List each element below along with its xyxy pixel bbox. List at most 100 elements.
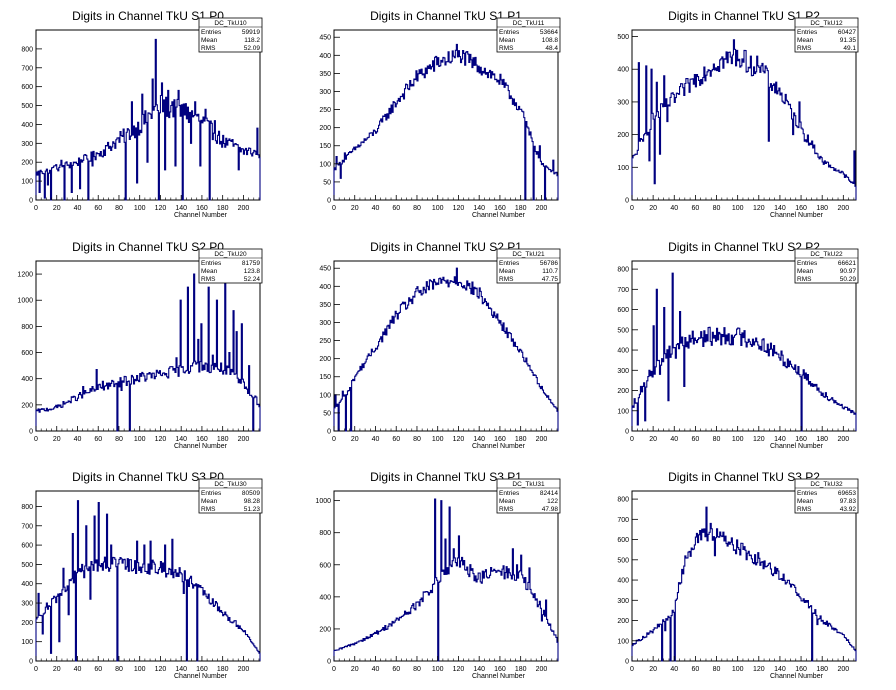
y-tick-label: 0 [625, 198, 629, 205]
stats-key: Entries [797, 29, 818, 36]
x-axis-label: Channel Number [174, 443, 228, 450]
stats-key: RMS [499, 276, 514, 283]
y-tick-label: 400 [319, 284, 331, 291]
y-tick-label: 100 [319, 392, 331, 399]
plot-frame [631, 260, 857, 432]
plot-frame [333, 490, 559, 662]
y-tick-label: 100 [21, 639, 33, 646]
y-tick-label: 1000 [17, 298, 33, 305]
stats-key: Entries [499, 260, 520, 267]
x-tick-label: 40 [74, 436, 82, 443]
y-tick-label: 150 [319, 143, 331, 150]
x-tick-label: 0 [332, 205, 336, 212]
stats-box [496, 17, 561, 53]
x-tick-label: 20 [649, 666, 657, 673]
y-tick-label: 800 [319, 530, 331, 537]
x-tick-label: 120 [753, 205, 765, 212]
x-tick-label: 100 [732, 436, 744, 443]
x-tick-label: 140 [473, 205, 485, 212]
stats-key: RMS [201, 506, 216, 513]
x-tick-label: 120 [155, 205, 167, 212]
x-tick-label: 80 [413, 436, 421, 443]
plot-frame [35, 260, 261, 432]
x-tick-label: 160 [196, 666, 208, 673]
stats-name: DC_TkU22 [810, 251, 843, 258]
chart-title: Digits in Channel TkU S1 P0 [72, 9, 224, 23]
stats-key: RMS [499, 506, 514, 513]
stats-value: 53664 [540, 29, 558, 36]
y-tick-label: 450 [319, 35, 331, 42]
x-tick-label: 200 [536, 436, 548, 443]
x-tick-label: 60 [691, 666, 699, 673]
histogram-series [35, 269, 261, 432]
stats-value: 90.97 [840, 268, 857, 275]
stats-box [794, 248, 859, 284]
x-tick-label: 20 [649, 205, 657, 212]
stats-key: RMS [201, 45, 216, 52]
x-tick-label: 160 [196, 436, 208, 443]
stats-value: 98.28 [244, 498, 261, 505]
chart-title: Digits in Channel TkU S2 P1 [370, 240, 522, 254]
x-tick-label: 180 [217, 436, 229, 443]
y-tick-label: 600 [319, 562, 331, 569]
x-tick-label: 120 [453, 436, 465, 443]
chart-title: Digits in Channel TkU S2 P2 [668, 240, 820, 254]
x-tick-label: 20 [53, 666, 61, 673]
histogram-series [333, 498, 559, 662]
stats-value: 48.4 [545, 45, 558, 52]
histogram-series [631, 506, 857, 662]
chart-title: Digits in Channel TkU S3 P2 [668, 470, 820, 484]
stats-key: RMS [499, 45, 514, 52]
x-tick-label: 120 [155, 666, 167, 673]
y-tick-label: 350 [319, 302, 331, 309]
stats-key: Entries [797, 260, 818, 267]
x-tick-label: 60 [691, 205, 699, 212]
histogram-series [631, 39, 857, 200]
x-tick-label: 0 [34, 666, 38, 673]
x-tick-label: 200 [837, 666, 849, 673]
y-tick-label: 400 [21, 376, 33, 383]
x-tick-label: 200 [536, 666, 548, 673]
y-tick-label: 0 [29, 659, 33, 666]
x-tick-label: 120 [753, 666, 765, 673]
y-tick-label: 300 [617, 368, 629, 375]
y-tick-label: 0 [327, 198, 331, 205]
y-tick-label: 100 [319, 161, 331, 168]
y-tick-label: 400 [617, 578, 629, 585]
stats-key: Entries [201, 29, 222, 36]
y-tick-label: 50 [323, 179, 331, 186]
chart-title: Digits in Channel TkU S3 P0 [72, 470, 224, 484]
y-tick-label: 500 [617, 34, 629, 41]
histogram-panel: Digits in Channel TkU S3 P2 0 20 40 60 80 100 1… [617, 470, 859, 680]
x-tick-label: 80 [713, 436, 721, 443]
stats-key: Mean [797, 268, 814, 275]
x-axis-label: Channel Number [770, 443, 824, 450]
x-tick-label: 140 [774, 666, 786, 673]
x-tick-label: 40 [74, 666, 82, 673]
y-tick-label: 600 [617, 307, 629, 314]
plot-frame [35, 29, 261, 201]
x-tick-label: 80 [115, 205, 123, 212]
stats-key: Entries [797, 490, 818, 497]
x-tick-label: 140 [175, 436, 187, 443]
x-tick-label: 40 [670, 666, 678, 673]
stats-value: 69653 [838, 490, 856, 497]
stats-name: DC_TkU20 [214, 251, 247, 258]
x-axis-label: Channel Number [174, 212, 228, 219]
x-tick-label: 60 [94, 666, 102, 673]
x-tick-label: 140 [774, 436, 786, 443]
plot-frame [333, 260, 559, 432]
x-tick-label: 140 [473, 436, 485, 443]
stats-value: 49.1 [843, 45, 856, 52]
x-tick-label: 200 [238, 205, 250, 212]
y-tick-label: 200 [319, 626, 331, 633]
x-tick-label: 80 [713, 666, 721, 673]
y-tick-label: 500 [617, 557, 629, 564]
y-tick-label: 400 [319, 53, 331, 60]
y-tick-label: 800 [21, 504, 33, 511]
x-tick-label: 80 [713, 205, 721, 212]
y-tick-label: 300 [617, 99, 629, 106]
stats-value: 122 [547, 498, 558, 505]
y-tick-label: 450 [319, 266, 331, 273]
x-tick-label: 140 [774, 205, 786, 212]
